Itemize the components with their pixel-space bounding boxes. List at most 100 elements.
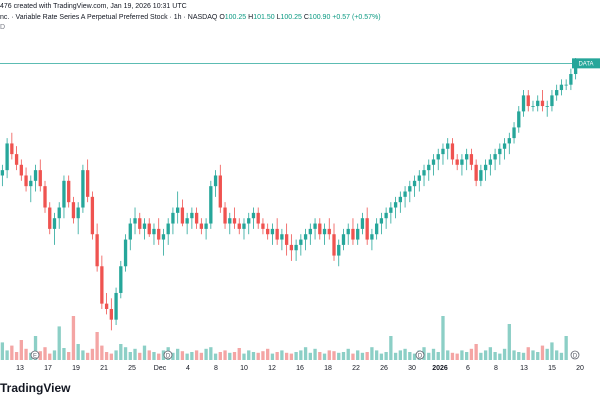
volume-bar	[232, 352, 237, 360]
candle	[327, 218, 331, 240]
volume-bar	[261, 351, 265, 360]
candle	[57, 202, 61, 229]
x-tick-label: 10	[240, 365, 248, 372]
x-tick-label: 2026	[432, 365, 448, 372]
volume-bar	[128, 352, 132, 360]
x-tick-label: Dec	[154, 365, 167, 372]
candle	[356, 223, 360, 245]
event-marker[interactable]: D	[163, 350, 173, 360]
volume-bar	[62, 348, 66, 360]
candle	[90, 191, 95, 240]
svg-text:D: D	[418, 354, 423, 360]
candle	[483, 159, 488, 181]
volume-bar	[266, 348, 270, 360]
x-tick-label: 12	[268, 365, 276, 372]
candle	[270, 223, 275, 245]
volume-bar	[256, 352, 260, 360]
candle	[251, 207, 256, 229]
candle	[408, 180, 412, 203]
candle	[81, 164, 85, 213]
x-tick-label: 21	[100, 365, 108, 372]
volume-bar	[142, 345, 147, 360]
volume-bar	[43, 347, 47, 360]
candle	[280, 228, 284, 251]
candle	[474, 159, 478, 187]
volume-bar	[521, 352, 526, 360]
volume-bar	[14, 352, 19, 360]
x-tick-label: 15	[548, 365, 556, 372]
symbol-name: nc. · Variable Rate Series A Perpetual P…	[0, 14, 218, 21]
volume-bar	[284, 352, 289, 360]
volume-bar	[67, 352, 71, 360]
candle	[33, 164, 38, 192]
event-marker[interactable]: D	[415, 350, 425, 360]
volume-bar	[379, 353, 384, 360]
candle	[431, 154, 436, 176]
candle	[275, 218, 279, 245]
volume-bar	[455, 353, 459, 360]
candle	[232, 207, 237, 229]
event-marker[interactable]: D	[570, 350, 580, 360]
candle	[5, 138, 9, 179]
candle	[379, 212, 384, 235]
volume-bar	[95, 332, 99, 360]
volume-bar	[280, 350, 284, 360]
volume-bar	[190, 352, 194, 360]
volume-bar	[223, 350, 227, 360]
svg-text:E: E	[33, 354, 37, 360]
volume-bar	[365, 352, 369, 360]
candle	[114, 287, 118, 325]
volume-bar	[119, 344, 123, 360]
volume-bar	[318, 352, 322, 360]
candle	[384, 207, 388, 229]
candle	[436, 148, 440, 171]
x-tick-label: 25	[128, 365, 136, 372]
candle	[341, 228, 346, 251]
candle	[104, 292, 109, 315]
candle	[14, 146, 19, 171]
volume-bar	[19, 340, 23, 360]
candle	[564, 79, 568, 91]
x-tick-label: 26	[380, 365, 388, 372]
candle	[161, 228, 166, 256]
candle	[176, 191, 180, 224]
candle	[450, 138, 455, 165]
candle	[0, 164, 5, 187]
candle	[526, 90, 530, 112]
candle	[460, 154, 464, 176]
volume-bar	[465, 352, 469, 360]
logo-text: TradingView	[0, 381, 71, 395]
volume-bar	[313, 348, 317, 360]
candle	[52, 212, 57, 245]
candle	[119, 260, 123, 299]
volume-bar	[33, 336, 38, 360]
volume-bar	[559, 352, 564, 360]
candle	[100, 255, 104, 309]
event-marker[interactable]: E	[30, 350, 40, 360]
volume-bar	[104, 352, 109, 360]
candle	[180, 199, 185, 227]
candle	[531, 100, 535, 112]
candle	[213, 170, 218, 197]
volume-bar	[327, 350, 331, 360]
x-axis: 13 17 19 21 25 Dec 4 8 10 12 16 18 22 26 30 2026 6 8 13 15 2…	[16, 365, 584, 372]
volume-bar	[555, 350, 559, 360]
header-created-line: 476 created with TradingView.com, Jan 19…	[0, 3, 187, 10]
candle	[223, 202, 227, 229]
volume-bar	[289, 353, 294, 360]
volume-bar	[133, 348, 137, 360]
volume-bar	[545, 348, 549, 360]
candle	[204, 218, 208, 240]
volume-bar	[351, 353, 355, 360]
volume-bar	[398, 350, 402, 360]
candle	[10, 132, 14, 160]
volume-bar	[85, 352, 90, 360]
volume-bar	[204, 348, 208, 360]
volume-bar	[209, 347, 213, 360]
candle	[427, 159, 431, 181]
candle	[374, 218, 379, 240]
x-tick-label: 6	[466, 365, 470, 372]
ohlc-high: H101.50	[248, 14, 275, 21]
volume-bar	[100, 345, 104, 360]
